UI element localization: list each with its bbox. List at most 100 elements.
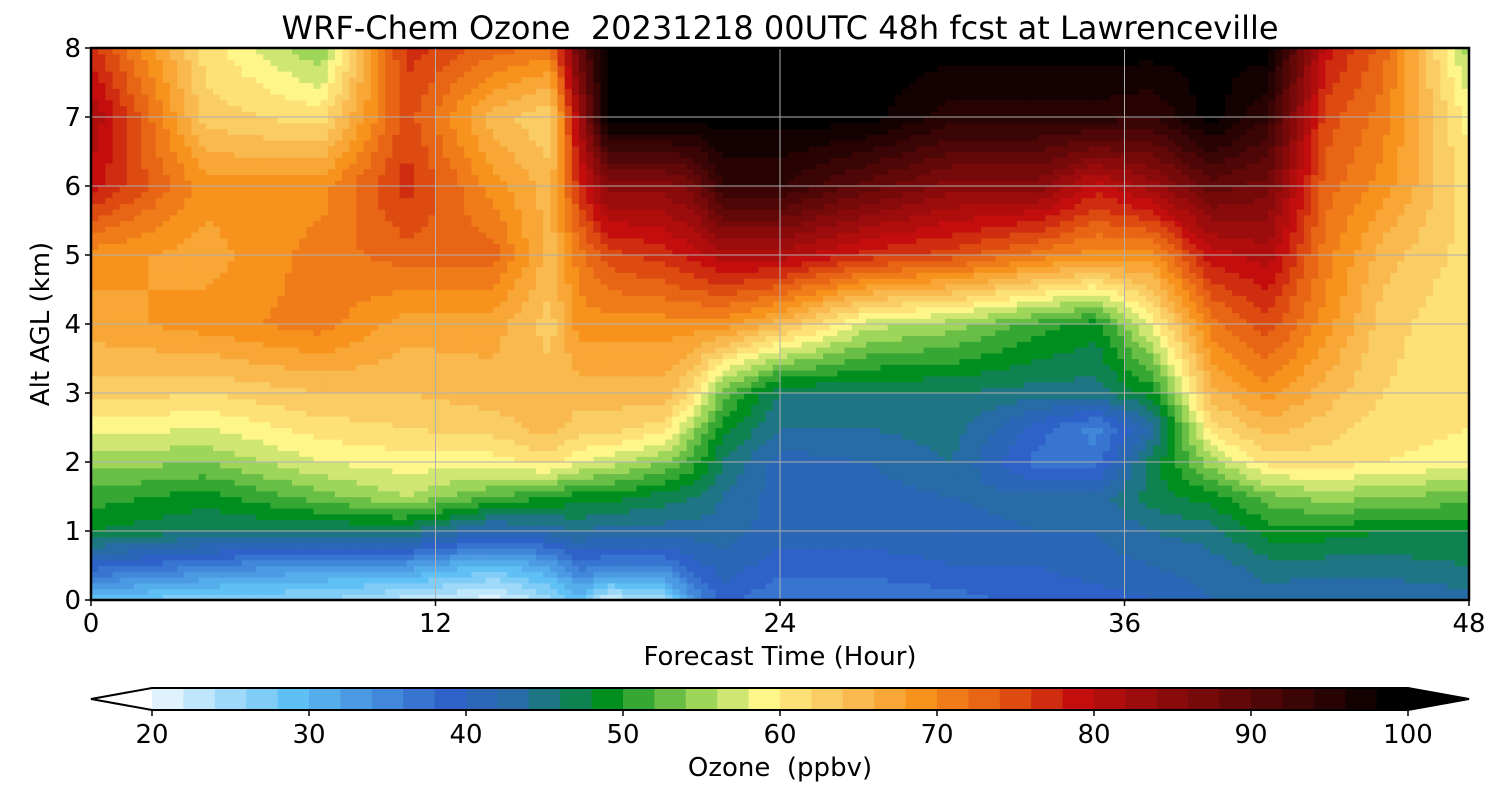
contour-cell (256, 174, 264, 181)
contour-cell (363, 278, 372, 285)
contour-cell (442, 249, 451, 256)
contour-cell (399, 186, 408, 193)
contour-cell (284, 318, 293, 325)
contour-cell (256, 536, 264, 544)
contour-cell (270, 301, 279, 308)
contour-cell (169, 410, 178, 417)
contour-cell (457, 111, 465, 118)
contour-cell (234, 577, 243, 584)
contour-cell (428, 157, 437, 164)
contour-cell (205, 531, 214, 538)
contour-cell (449, 111, 458, 118)
contour-cell (213, 513, 221, 521)
contour-cell (306, 416, 315, 423)
contour-cell (134, 427, 142, 434)
contour-cell (220, 283, 228, 291)
contour-cell (449, 312, 458, 319)
contour-cell (248, 312, 257, 319)
contour-cell (198, 318, 207, 325)
contour-cell (184, 582, 193, 590)
contour-cell (291, 71, 300, 78)
contour-cell (248, 88, 257, 95)
contour-cell (227, 375, 236, 383)
contour-cell (306, 249, 315, 256)
contour-cell (191, 295, 200, 302)
contour-cell (449, 140, 458, 147)
contour-cell (112, 582, 121, 590)
contour-cell (284, 255, 293, 262)
contour-cell (320, 439, 329, 446)
contour-cell (184, 525, 193, 532)
contour-cell (299, 479, 307, 486)
contour-cell (134, 496, 142, 503)
contour-cell (313, 122, 322, 130)
contour-cell (291, 306, 300, 314)
contour-cell (105, 318, 114, 325)
contour-cell (421, 485, 429, 492)
contour-cell (270, 427, 279, 434)
contour-cell (213, 398, 221, 406)
contour-cell (342, 168, 350, 176)
contour-cell (399, 370, 408, 377)
contour-cell (306, 352, 315, 360)
contour-cell (320, 105, 329, 112)
contour-cell (349, 134, 358, 141)
contour-cell (442, 48, 451, 55)
contour-cell (119, 490, 128, 498)
contour-cell (306, 289, 315, 296)
contour-cell (98, 571, 106, 578)
contour-cell (406, 393, 415, 400)
contour-cell (155, 341, 164, 348)
contour-cell (378, 467, 386, 475)
contour-cell (134, 134, 142, 141)
contour-cell (370, 410, 379, 417)
contour-cell (421, 255, 429, 262)
contour-cell (399, 151, 408, 158)
contour-cell (105, 214, 114, 222)
contour-cell (126, 381, 135, 388)
contour-cell (356, 398, 365, 406)
contour-cell (306, 237, 315, 245)
contour-cell (413, 416, 422, 423)
contour-cell (277, 174, 286, 181)
contour-cell (428, 375, 437, 383)
contour-cell (270, 329, 279, 337)
contour-cell (169, 59, 178, 66)
contour-cell (191, 186, 200, 193)
contour-cell (213, 301, 221, 308)
contour-cell (449, 588, 458, 595)
contour-cell (234, 226, 243, 233)
contour-cell (399, 65, 408, 72)
contour-cell (342, 375, 350, 383)
contour-cell (392, 335, 401, 342)
contour-cell (291, 266, 300, 273)
contour-cell (134, 324, 142, 331)
contour-cell (141, 186, 150, 193)
contour-cell (363, 289, 372, 296)
contour-cell (91, 421, 99, 429)
contour-cell (284, 387, 293, 394)
contour-cell (112, 502, 121, 509)
contour-cell (234, 352, 243, 360)
contour-cell (291, 272, 300, 279)
contour-cell (392, 542, 401, 549)
contour-cell (306, 197, 315, 204)
contour-cell (270, 191, 279, 199)
contour-cell (213, 364, 221, 371)
contour-cell (263, 71, 272, 78)
contour-cell (378, 485, 386, 492)
contour-cell (205, 278, 214, 285)
contour-cell (342, 140, 350, 147)
contour-cell (198, 151, 207, 158)
contour-cell (162, 283, 171, 291)
contour-cell (442, 88, 451, 95)
contour-cell (457, 48, 465, 55)
contour-cell (349, 197, 358, 204)
contour-cell (198, 444, 207, 452)
contour-cell (320, 416, 329, 423)
contour-cell (105, 99, 114, 107)
contour-cell (349, 479, 358, 486)
contour-cell (191, 439, 200, 446)
contour-cell (248, 502, 257, 509)
contour-cell (112, 335, 121, 342)
